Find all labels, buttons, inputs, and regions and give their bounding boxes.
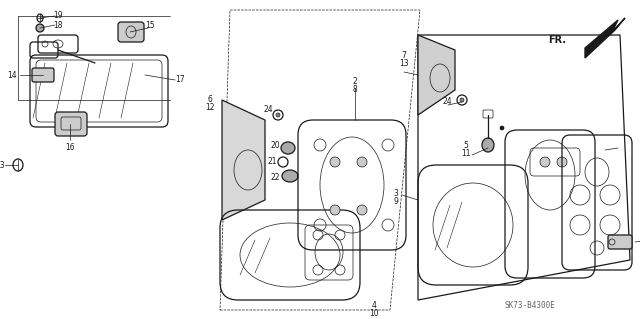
Text: 19: 19 xyxy=(53,11,63,19)
Ellipse shape xyxy=(330,157,340,167)
Text: 18: 18 xyxy=(53,20,63,29)
Text: SK73-B4300E: SK73-B4300E xyxy=(504,300,556,309)
Text: FR.: FR. xyxy=(548,35,566,45)
Ellipse shape xyxy=(557,157,567,167)
Text: 9: 9 xyxy=(394,197,399,205)
Ellipse shape xyxy=(282,170,298,182)
Text: 24: 24 xyxy=(442,98,452,107)
Ellipse shape xyxy=(460,98,464,102)
Ellipse shape xyxy=(482,138,494,152)
Ellipse shape xyxy=(281,142,295,154)
Text: 17: 17 xyxy=(175,76,185,85)
Ellipse shape xyxy=(540,157,550,167)
Polygon shape xyxy=(222,100,265,220)
Text: 12: 12 xyxy=(205,103,215,113)
FancyBboxPatch shape xyxy=(608,235,632,249)
Text: 8: 8 xyxy=(353,85,357,94)
Text: 2: 2 xyxy=(353,78,357,86)
Text: 3: 3 xyxy=(394,189,399,197)
Ellipse shape xyxy=(36,24,44,32)
Text: 6: 6 xyxy=(207,95,212,105)
Ellipse shape xyxy=(357,157,367,167)
Text: 22: 22 xyxy=(270,174,280,182)
Polygon shape xyxy=(418,35,455,115)
Polygon shape xyxy=(585,18,625,58)
Ellipse shape xyxy=(276,113,280,117)
FancyBboxPatch shape xyxy=(118,22,144,42)
Text: 10: 10 xyxy=(369,308,379,317)
Ellipse shape xyxy=(357,205,367,215)
Text: 7: 7 xyxy=(401,50,406,60)
Text: 13: 13 xyxy=(399,58,409,68)
FancyBboxPatch shape xyxy=(55,112,87,136)
Text: 16: 16 xyxy=(65,144,75,152)
Text: 15: 15 xyxy=(145,20,155,29)
Text: 11: 11 xyxy=(461,149,471,158)
Ellipse shape xyxy=(500,126,504,130)
Ellipse shape xyxy=(330,205,340,215)
Text: 23: 23 xyxy=(0,160,5,169)
Text: 21: 21 xyxy=(268,158,276,167)
Text: 20: 20 xyxy=(270,140,280,150)
Text: 14: 14 xyxy=(7,70,17,79)
FancyBboxPatch shape xyxy=(32,68,54,82)
Text: 4: 4 xyxy=(372,300,376,309)
Text: 24: 24 xyxy=(263,106,273,115)
Text: 5: 5 xyxy=(463,140,468,150)
